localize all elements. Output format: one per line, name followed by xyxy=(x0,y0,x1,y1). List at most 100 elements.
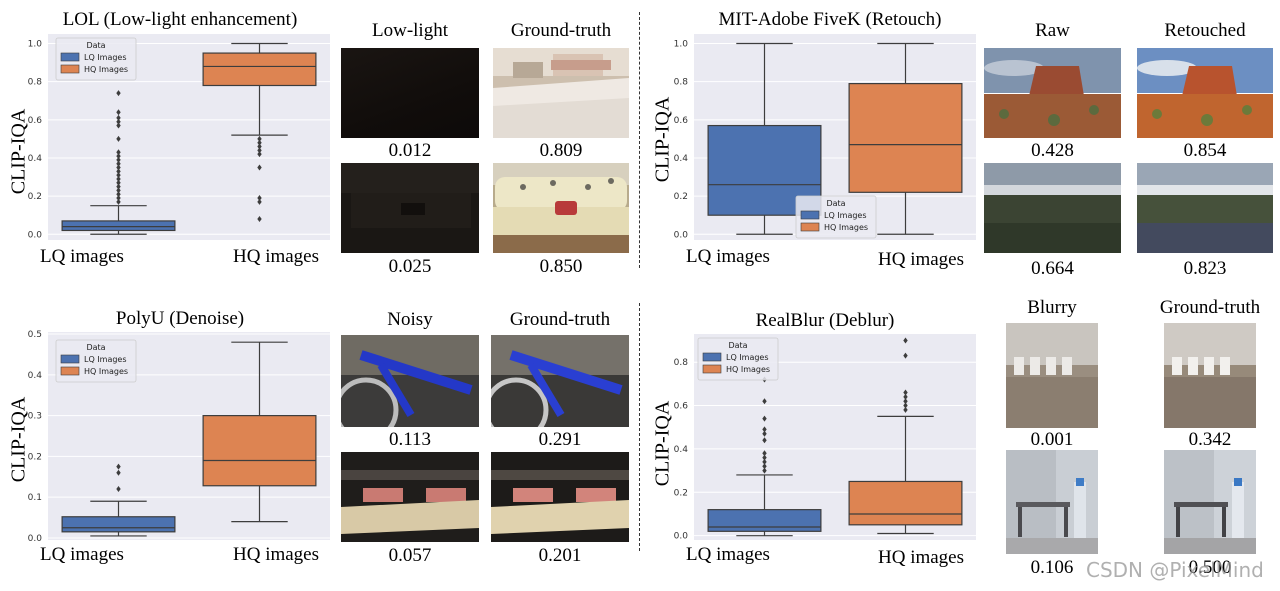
groundtruth-bicycle-thumbnail xyxy=(491,335,629,427)
outlier-point xyxy=(116,164,121,171)
box-hq xyxy=(848,42,963,235)
outlier-point xyxy=(116,114,121,121)
outlier-point xyxy=(903,398,908,405)
legend-swatch xyxy=(60,366,80,376)
legend-title: Data xyxy=(826,199,845,208)
box-body xyxy=(202,52,317,87)
bicycle-image xyxy=(491,335,629,427)
box-hq xyxy=(202,341,317,523)
outlier-point xyxy=(116,469,121,476)
dark-sofa-image xyxy=(341,163,479,253)
box-body xyxy=(848,480,963,526)
y-tick-label: 0.6 xyxy=(28,116,43,126)
legend-label: HQ Images xyxy=(824,223,868,232)
outlier-point xyxy=(762,450,767,457)
outlier-point xyxy=(762,454,767,461)
score-label: 0.500 xyxy=(1188,557,1232,578)
column-title: Ground-truth xyxy=(1159,297,1261,318)
legend: Data LQ Images HQ Images xyxy=(697,337,779,381)
legend-label: HQ Images xyxy=(726,365,770,374)
box-body xyxy=(61,220,176,232)
legend-swatch xyxy=(60,52,80,62)
box-hq xyxy=(202,42,317,223)
meadow-image xyxy=(984,163,1121,253)
y-tick-label: 0.0 xyxy=(28,534,43,544)
outlier-point xyxy=(762,467,767,474)
outlier-point xyxy=(257,151,262,158)
watermark: CSDN @PixelMind xyxy=(1086,558,1264,582)
legend-swatch xyxy=(60,64,80,74)
outlier-point xyxy=(257,135,262,142)
box-lq xyxy=(707,376,822,537)
legend-label: LQ Images xyxy=(726,353,769,362)
y-tick-label: 1.0 xyxy=(28,40,43,50)
y-tick-label: 0.4 xyxy=(28,371,43,381)
outlier-point xyxy=(116,135,121,142)
outlier-point xyxy=(762,430,767,437)
legend-label: HQ Images xyxy=(84,65,128,74)
x-tick-label: HQ images xyxy=(233,246,320,267)
outlier-point xyxy=(116,486,121,493)
legend-label: LQ Images xyxy=(84,53,127,62)
groundtruth-classroom-thumbnail xyxy=(491,452,629,542)
legend-swatch xyxy=(60,354,80,364)
score-label: 0.428 xyxy=(1031,140,1074,161)
legend: Data LQ Images HQ Images xyxy=(55,339,137,383)
outlier-point xyxy=(903,393,908,400)
outlier-point xyxy=(762,463,767,470)
outlier-point xyxy=(903,402,908,409)
y-tick-label: 0.6 xyxy=(674,116,689,126)
outlier-point xyxy=(903,337,908,344)
bicycle-image xyxy=(341,335,479,427)
x-tick-label: LQ images xyxy=(686,544,770,565)
score-label: 0.342 xyxy=(1188,429,1232,450)
groundtruth-bedroom-thumbnail xyxy=(493,48,629,138)
legend-title: Data xyxy=(728,341,747,350)
noisy-bicycle-thumbnail xyxy=(341,335,479,427)
outlier-point xyxy=(116,463,121,470)
column-title: Ground-truth xyxy=(510,20,612,41)
outlier-point xyxy=(257,164,262,171)
raw-desert-thumbnail xyxy=(984,48,1121,138)
outlier-point xyxy=(116,191,121,198)
divider-bottom xyxy=(639,303,640,551)
groundtruth-sofa-thumbnail xyxy=(493,163,629,253)
outlier-point xyxy=(762,458,767,465)
outlier-point xyxy=(903,352,908,359)
outlier-point xyxy=(116,149,121,156)
x-tick-label: HQ images xyxy=(878,249,965,270)
classroom-image xyxy=(341,452,479,542)
y-tick-label: 0.6 xyxy=(674,402,689,412)
legend-label: HQ Images xyxy=(84,367,128,376)
y-tick-label: 0.2 xyxy=(28,192,42,202)
outlier-point xyxy=(762,437,767,444)
outdoor-image xyxy=(1164,323,1256,428)
box-lq xyxy=(61,90,176,235)
y-tick-label: 0.0 xyxy=(674,230,689,240)
legend-swatch xyxy=(702,364,722,374)
legend: Data LQ Images HQ Images xyxy=(795,195,877,239)
score-label: 0.291 xyxy=(538,429,582,450)
score-label: 0.113 xyxy=(388,429,432,450)
legend-title: Data xyxy=(86,343,105,352)
legend-label: LQ Images xyxy=(824,211,867,220)
y-tick-label: 0.8 xyxy=(674,358,689,368)
y-tick-label: 0.0 xyxy=(674,532,689,542)
outlier-point xyxy=(116,179,121,186)
y-tick-label: 1.0 xyxy=(674,40,689,50)
indoor-image xyxy=(1006,450,1098,554)
outlier-point xyxy=(257,198,262,205)
outlier-point xyxy=(762,426,767,433)
score-label: 0.854 xyxy=(1183,140,1227,161)
y-tick-label: 0.4 xyxy=(28,154,43,164)
y-tick-label: 0.1 xyxy=(28,493,42,503)
outlier-point xyxy=(116,198,121,205)
outlier-point xyxy=(257,139,262,146)
chart-title: MIT-Adobe FiveK (Retouch) xyxy=(718,9,942,30)
x-tick-label: LQ images xyxy=(686,246,770,267)
outlier-point xyxy=(903,406,908,413)
lowlight-bedroom-thumbnail xyxy=(341,48,479,138)
